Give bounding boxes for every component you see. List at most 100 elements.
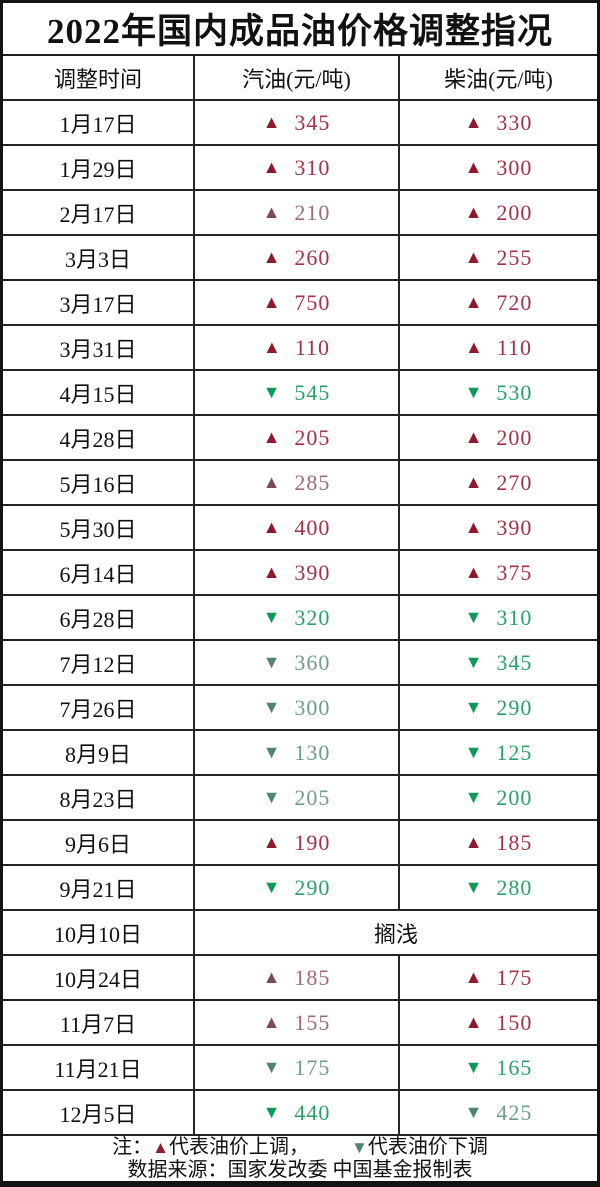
adjust-date: 3月3日 <box>3 236 195 279</box>
up-triangle-icon: ▲ <box>464 831 483 852</box>
adjust-value: 400 <box>294 514 331 540</box>
gasoline-value-cell: ▲ 205 <box>195 416 400 459</box>
gasoline-value-cell: ▲ 185 <box>195 956 400 999</box>
up-triangle-icon: ▲ <box>464 246 483 267</box>
diesel-value-cell: ▲ 175 <box>400 956 597 999</box>
down-triangle-icon: ▼ <box>262 1101 281 1122</box>
page-title: 2022年国内成品油价格调整指况 <box>3 3 597 56</box>
down-triangle-icon: ▼ <box>262 1056 281 1077</box>
adjust-value: 150 <box>496 1009 533 1035</box>
up-triangle-icon: ▲ <box>262 291 281 312</box>
adjust-date: 7月26日 <box>3 686 195 729</box>
table-row: 9月21日 ▼ 290 ▼ 280 <box>3 866 597 911</box>
adjust-value: 165 <box>496 1054 533 1080</box>
adjust-value: 175 <box>294 1054 331 1080</box>
up-triangle-icon: ▲ <box>152 1138 169 1157</box>
adjust-value: 260 <box>294 244 331 270</box>
header-gasoline: 汽油(元/吨) <box>195 56 400 99</box>
table-row: 2月17日 ▲ 210 ▲ 200 <box>3 191 597 236</box>
gasoline-value-cell: ▲ 285 <box>195 461 400 504</box>
up-triangle-icon: ▲ <box>464 561 483 582</box>
table-row: 9月6日 ▲ 190 ▲ 185 <box>3 821 597 866</box>
table-row: 10月24日 ▲ 185 ▲ 175 <box>3 956 597 1001</box>
gasoline-value-cell: ▲ 210 <box>195 191 400 234</box>
down-triangle-icon: ▼ <box>464 1101 483 1122</box>
adjust-date: 5月16日 <box>3 461 195 504</box>
adjust-value: 130 <box>294 739 331 765</box>
adjust-value: 425 <box>496 1099 533 1125</box>
diesel-value-cell: ▲ 185 <box>400 821 597 864</box>
adjust-value: 290 <box>294 874 331 900</box>
down-triangle-icon: ▼ <box>262 741 281 762</box>
adjust-value: 390 <box>294 559 331 585</box>
diesel-value-cell: ▲ 200 <box>400 416 597 459</box>
footnote: 注：▲代表油价上调， ▼代表油价下调 数据来源：国家发改委 中国基金报制表 <box>3 1136 597 1182</box>
table-row: 7月26日 ▼ 300 ▼ 290 <box>3 686 597 731</box>
up-triangle-icon: ▲ <box>262 156 281 177</box>
table-row: 8月23日 ▼ 205 ▼ 200 <box>3 776 597 821</box>
adjust-value: 530 <box>496 379 533 405</box>
source-line: 数据来源：国家发改委 中国基金报制表 <box>127 1159 473 1181</box>
adjust-date: 11月21日 <box>3 1046 195 1089</box>
adjust-value: 720 <box>496 289 533 315</box>
adjust-date: 3月17日 <box>3 281 195 324</box>
up-triangle-icon: ▲ <box>262 966 281 987</box>
table-row: 3月31日 ▲ 110 ▲ 110 <box>3 326 597 371</box>
down-triangle-icon: ▼ <box>464 876 483 897</box>
up-triangle-icon: ▲ <box>262 516 281 537</box>
diesel-value-cell: ▲ 390 <box>400 506 597 549</box>
gasoline-value-cell: ▲ 390 <box>195 551 400 594</box>
up-triangle-icon: ▲ <box>464 156 483 177</box>
table-row: 5月16日 ▲ 285 ▲ 270 <box>3 461 597 506</box>
diesel-value-cell: ▲ 270 <box>400 461 597 504</box>
up-triangle-icon: ▲ <box>262 1011 281 1032</box>
gasoline-value-cell: ▼ 440 <box>195 1091 400 1134</box>
adjust-date: 1月29日 <box>3 146 195 189</box>
table-body: 1月17日 ▲ 345 ▲ 330 1月29日 ▲ 310 ▲ 300 2月17日 ▲ 210 ▲ 200 3… <box>3 101 597 1136</box>
adjust-date: 1月17日 <box>3 101 195 144</box>
adjust-date: 9月6日 <box>3 821 195 864</box>
down-triangle-icon: ▼ <box>464 696 483 717</box>
diesel-value-cell: ▼ 425 <box>400 1091 597 1134</box>
diesel-value-cell: ▲ 255 <box>400 236 597 279</box>
diesel-value-cell: ▲ 150 <box>400 1001 597 1044</box>
adjust-value: 185 <box>496 829 533 855</box>
legend-label: 注： <box>112 1136 153 1158</box>
diesel-value-cell: ▼ 280 <box>400 866 597 909</box>
up-triangle-icon: ▲ <box>262 426 281 447</box>
gasoline-value-cell: ▼ 175 <box>195 1046 400 1089</box>
diesel-value-cell: ▼ 290 <box>400 686 597 729</box>
table-row: 10月10日 搁浅 <box>3 911 597 956</box>
adjust-value: 280 <box>496 874 533 900</box>
up-triangle-icon: ▲ <box>464 111 483 132</box>
gasoline-value-cell: ▼ 300 <box>195 686 400 729</box>
adjust-value: 190 <box>294 829 331 855</box>
diesel-value-cell: ▼ 310 <box>400 596 597 639</box>
diesel-value-cell: ▼ 200 <box>400 776 597 819</box>
down-triangle-icon: ▼ <box>464 741 483 762</box>
up-triangle-icon: ▲ <box>464 966 483 987</box>
adjust-value: 110 <box>496 334 532 360</box>
diesel-value-cell: ▼ 125 <box>400 731 597 774</box>
gasoline-value-cell: ▲ 260 <box>195 236 400 279</box>
adjust-value: 360 <box>294 649 331 675</box>
table-row: 3月17日 ▲ 750 ▲ 720 <box>3 281 597 326</box>
up-triangle-icon: ▲ <box>464 291 483 312</box>
down-triangle-icon: ▼ <box>464 381 483 402</box>
gasoline-value-cell: ▲ 155 <box>195 1001 400 1044</box>
up-triangle-icon: ▲ <box>262 336 281 357</box>
gasoline-value-cell: ▲ 190 <box>195 821 400 864</box>
adjust-value: 270 <box>496 469 533 495</box>
adjust-date: 2月17日 <box>3 191 195 234</box>
adjust-value: 205 <box>294 784 331 810</box>
adjust-value: 750 <box>294 289 331 315</box>
table-row: 8月9日 ▼ 130 ▼ 125 <box>3 731 597 776</box>
up-triangle-icon: ▲ <box>262 831 281 852</box>
adjust-value: 125 <box>496 739 533 765</box>
legend-down-text: 代表油价下调 <box>367 1136 488 1158</box>
diesel-value-cell: ▲ 200 <box>400 191 597 234</box>
adjust-date: 8月9日 <box>3 731 195 774</box>
table-row: 3月3日 ▲ 260 ▲ 255 <box>3 236 597 281</box>
diesel-value-cell: ▲ 720 <box>400 281 597 324</box>
down-triangle-icon: ▼ <box>262 606 281 627</box>
